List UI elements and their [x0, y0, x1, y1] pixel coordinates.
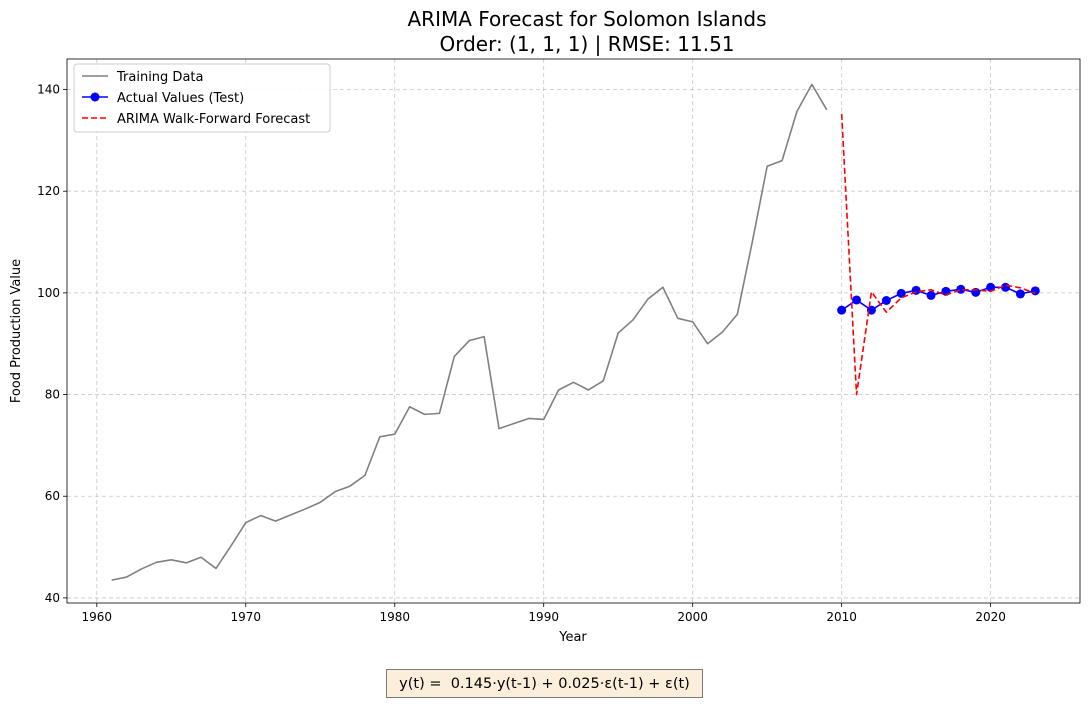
model-equation: y(t) = 0.145·y(t-1) + 0.025·ε(t-1) + ε(t… [386, 669, 703, 698]
actual-value-marker [896, 288, 906, 298]
axis-ticks: 1960 1970 1980 1990 2000 2010 2020 40 60 80 100 120… [37, 83, 1006, 624]
legend-box [73, 63, 331, 133]
x-tick-label: 1990 [528, 610, 559, 624]
plot-frame [66, 58, 1081, 604]
x-tick-label: 1980 [379, 610, 410, 624]
series-layer [111, 83, 1040, 581]
y-tick-label: 60 [45, 489, 60, 503]
actual-value-marker [881, 295, 891, 305]
legend: Training Data Actual Values (Test) ARIMA… [73, 63, 331, 133]
y-tick-label: 80 [45, 388, 60, 402]
x-tick-label: 2010 [826, 610, 857, 624]
y-tick-label: 100 [37, 286, 60, 300]
x-tick-label: 2020 [975, 610, 1006, 624]
actual-value-marker [956, 284, 966, 294]
y-tick-label: 140 [37, 83, 60, 97]
y-tick-label: 120 [37, 184, 60, 198]
grid [67, 59, 1080, 603]
y-tick-label: 40 [45, 591, 60, 605]
actual-value-marker [986, 282, 996, 292]
actual-value-marker [837, 305, 847, 315]
actual-value-marker [1030, 286, 1040, 296]
legend-label-forecast: ARIMA Walk-Forward Forecast [117, 112, 310, 127]
legend-label-actual: Actual Values (Test) [117, 91, 244, 106]
legend-marker-actual [90, 92, 100, 102]
chart-title-line2: Order: (1, 1, 1) | RMSE: 11.51 [439, 32, 734, 56]
x-tick-label: 2000 [677, 610, 708, 624]
actual-value-marker [1015, 289, 1025, 299]
y-axis-label: Food Production Value [9, 259, 24, 403]
x-tick-label: 1970 [230, 610, 261, 624]
forecast-line [840, 113, 1036, 396]
chart-title-line1: ARIMA Forecast for Solomon Islands [407, 7, 766, 31]
training-data-line [111, 83, 828, 581]
legend-label-training: Training Data [116, 70, 203, 85]
actual-value-marker [852, 295, 862, 305]
actual-value-marker [926, 290, 936, 300]
x-tick-label: 1960 [82, 610, 113, 624]
x-axis-label: Year [558, 630, 587, 645]
